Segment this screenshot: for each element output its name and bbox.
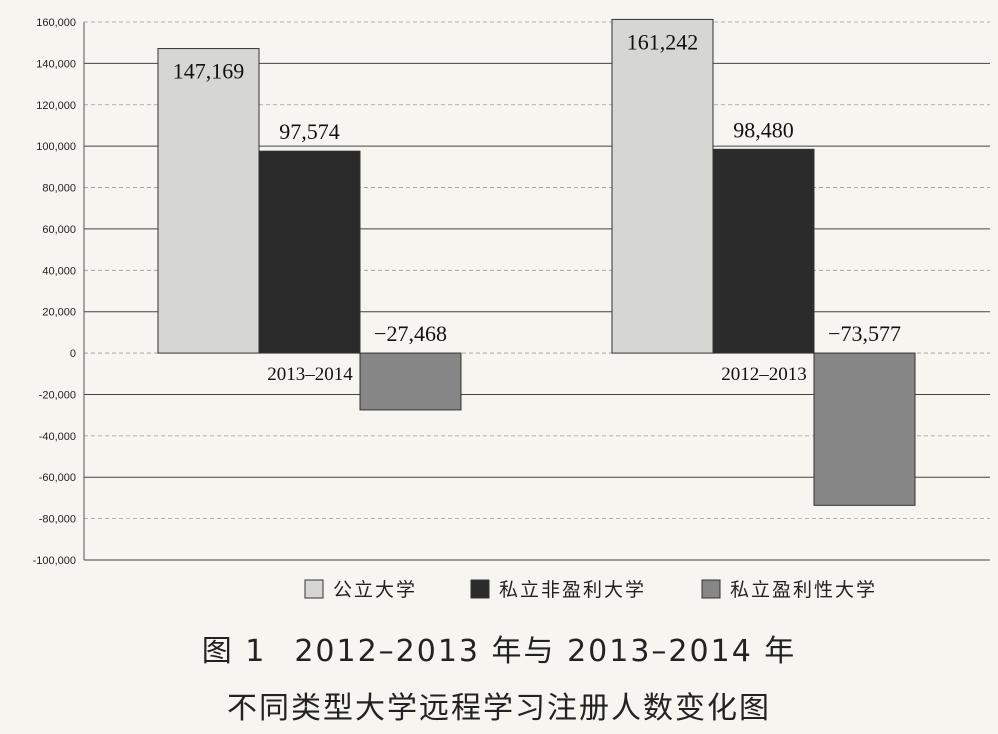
figure-title-line-1: 2012–2013 年与 2013–2014 年 <box>294 634 797 669</box>
bar-1-2 <box>258 150 361 354</box>
y-tick-label: -20,000 <box>39 389 76 401</box>
legend-label: 私立非盈利大学 <box>499 579 646 601</box>
data-labels: 147,169 97,574 −27,468 2013–2014 161,242 98,4… <box>173 29 901 385</box>
legend-label: 私立盈利性大学 <box>730 579 877 601</box>
y-tick-label: -40,000 <box>39 431 76 443</box>
y-tick-label: -100,000 <box>33 555 76 567</box>
y-tick-label: 80,000 <box>42 183 76 195</box>
y-tick-label: 100,000 <box>36 141 76 153</box>
figure-title-line-2: 不同类型大学远程学习注册人数变化图 <box>227 691 771 726</box>
category-label: 2013–2014 <box>267 364 353 385</box>
y-tick-label: 0 <box>70 348 76 360</box>
legend-swatch <box>701 579 721 599</box>
data-label: 161,242 <box>627 29 699 54</box>
y-tick-label: 120,000 <box>36 100 76 112</box>
data-label: −27,468 <box>374 321 447 346</box>
figure-number: 图 1 <box>201 634 267 669</box>
y-tick-label: 160,000 <box>36 17 76 29</box>
y-tick-label: -60,000 <box>39 472 76 484</box>
bar-2-3 <box>813 352 916 506</box>
legend-label: 公立大学 <box>333 579 417 601</box>
category-label: 2012–2013 <box>721 364 807 385</box>
y-tick-label: -80,000 <box>39 514 76 526</box>
bar-2-2 <box>712 148 815 354</box>
y-tick-label: 60,000 <box>42 224 76 236</box>
figure-caption-line-2: 不同类型大学远程学习注册人数变化图 <box>0 683 998 727</box>
data-label: 147,169 <box>173 59 245 84</box>
bar-1-3 <box>359 352 462 411</box>
bar-2-1 <box>611 18 714 354</box>
legend-swatch <box>304 579 324 599</box>
data-label: −73,577 <box>828 321 901 346</box>
bar-1-1 <box>157 48 260 354</box>
y-axis: 160,000 140,000 120,000 100,000 80,000 60,000… <box>33 17 85 567</box>
y-tick-label: 40,000 <box>42 265 76 277</box>
data-label: 97,574 <box>279 119 340 144</box>
legend-swatch <box>470 579 490 599</box>
legend: 公立大学 私立非盈利大学 私立盈利性大学 <box>304 579 877 601</box>
y-tick-label: 140,000 <box>36 58 76 70</box>
bars <box>157 18 916 506</box>
y-tick-label: 20,000 <box>42 307 76 319</box>
data-label: 98,480 <box>733 117 794 142</box>
bar-chart: 160,000 140,000 120,000 100,000 80,000 60,000… <box>33 17 990 601</box>
figure-caption-line-1: 图 1 2012–2013 年与 2013–2014 年 <box>0 626 998 670</box>
